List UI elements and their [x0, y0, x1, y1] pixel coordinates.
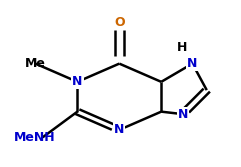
Text: N: N — [114, 123, 125, 136]
Text: H: H — [177, 41, 187, 54]
Text: MeNH: MeNH — [13, 131, 55, 144]
Text: O: O — [114, 16, 125, 29]
Text: Me: Me — [25, 57, 46, 70]
Text: N: N — [178, 108, 188, 121]
Text: N: N — [187, 57, 198, 70]
Text: N: N — [72, 75, 83, 88]
